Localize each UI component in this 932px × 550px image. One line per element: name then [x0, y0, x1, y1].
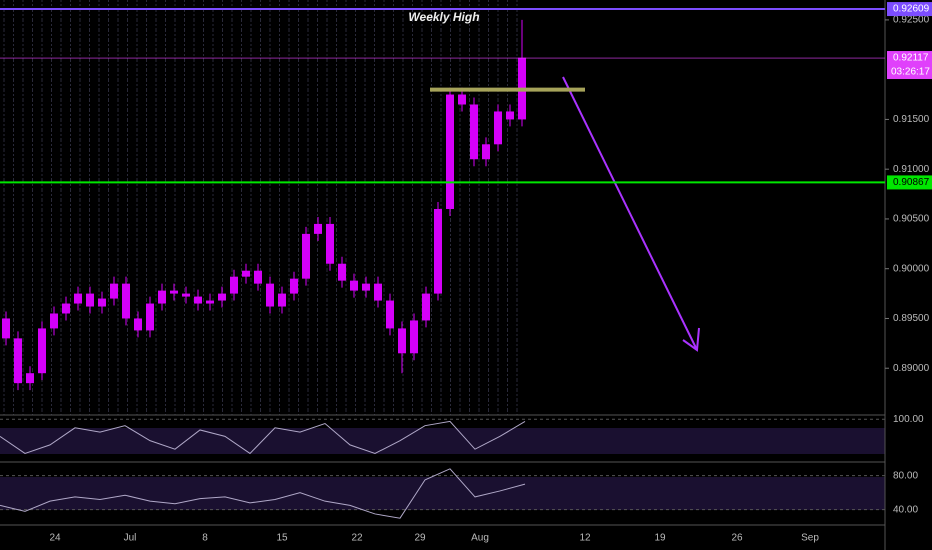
y-tick-label: 0.89000	[893, 363, 930, 374]
x-tick-label: 19	[654, 533, 666, 544]
candle-body	[326, 223, 334, 264]
candle-body	[398, 328, 406, 354]
price-label-box	[887, 51, 932, 80]
y-tick-label: 0.90500	[893, 214, 930, 225]
x-tick-label: 24	[49, 533, 61, 544]
candle-body	[2, 318, 10, 339]
candle-body	[182, 293, 190, 297]
candle-body	[506, 111, 514, 120]
candle-body	[266, 283, 274, 307]
candle-body	[422, 293, 430, 321]
indicator-tick-label: 40.00	[893, 504, 918, 515]
candle-body	[314, 223, 322, 234]
price-label: 0.90867	[893, 177, 930, 188]
candle-body	[446, 94, 454, 209]
y-tick-label: 0.90000	[893, 263, 930, 274]
candle-body	[14, 338, 22, 384]
price-label-box	[887, 2, 932, 17]
arrow	[562, 76, 698, 351]
candle-body	[110, 283, 118, 299]
candle-body	[50, 313, 58, 329]
candle-body	[62, 303, 70, 314]
candle-body	[194, 296, 202, 304]
candle-body	[206, 300, 214, 304]
candle-body	[278, 293, 286, 307]
x-tick-label: 22	[351, 533, 363, 544]
candle-body	[134, 318, 142, 331]
indicator-band	[0, 428, 885, 454]
candle-body	[26, 373, 34, 384]
candle-body	[410, 320, 418, 354]
candle-body	[146, 303, 154, 331]
arrow-head	[682, 327, 700, 352]
x-tick-label: 12	[579, 533, 591, 544]
indicator-line	[0, 420, 526, 455]
x-tick-label: 26	[731, 533, 743, 544]
candle-body	[86, 293, 94, 307]
candle-body	[74, 293, 82, 304]
price-label-box	[887, 175, 932, 190]
candle-body	[338, 263, 346, 281]
x-tick-label: Sep	[801, 533, 819, 544]
candle-body	[218, 293, 226, 301]
candle-body	[122, 283, 130, 319]
candle-body	[386, 300, 394, 329]
x-tick-label: Aug	[471, 533, 489, 544]
x-tick-label: Jul	[124, 533, 137, 544]
countdown: 03:26:17	[891, 67, 930, 78]
candle-body	[242, 270, 250, 277]
y-tick-label: 0.89500	[893, 313, 930, 324]
candle-body	[494, 111, 502, 145]
indicator-line	[0, 468, 526, 519]
annotation: Weekly High	[408, 10, 479, 24]
y-tick-label: 0.91500	[893, 114, 930, 125]
candle-body	[170, 290, 178, 294]
candle-body	[434, 208, 442, 294]
candle-body	[98, 298, 106, 307]
candle-body	[254, 270, 262, 284]
x-tick-label: 29	[414, 533, 426, 544]
candle-body	[470, 104, 478, 160]
indicator-band	[0, 477, 885, 510]
x-tick-label: 15	[276, 533, 288, 544]
x-tick-label: 8	[202, 533, 208, 544]
price-label: 0.92609	[893, 4, 930, 15]
price-label: 0.92117	[893, 53, 929, 64]
candle-body	[290, 278, 298, 294]
candle-body	[482, 144, 490, 160]
candle-body	[362, 283, 370, 291]
candle-body	[350, 280, 358, 291]
indicator-tick-label: 100.00	[893, 414, 924, 425]
y-tick-label: 0.91000	[893, 164, 930, 175]
candle-body	[158, 290, 166, 304]
candle-body	[374, 283, 382, 301]
candle-body	[38, 328, 46, 374]
candle-body	[230, 276, 238, 294]
y-tick-label: 0.92500	[893, 15, 930, 26]
indicator-tick-label: 80.00	[893, 470, 918, 481]
candle-body	[458, 94, 466, 105]
candle-body	[302, 233, 310, 279]
